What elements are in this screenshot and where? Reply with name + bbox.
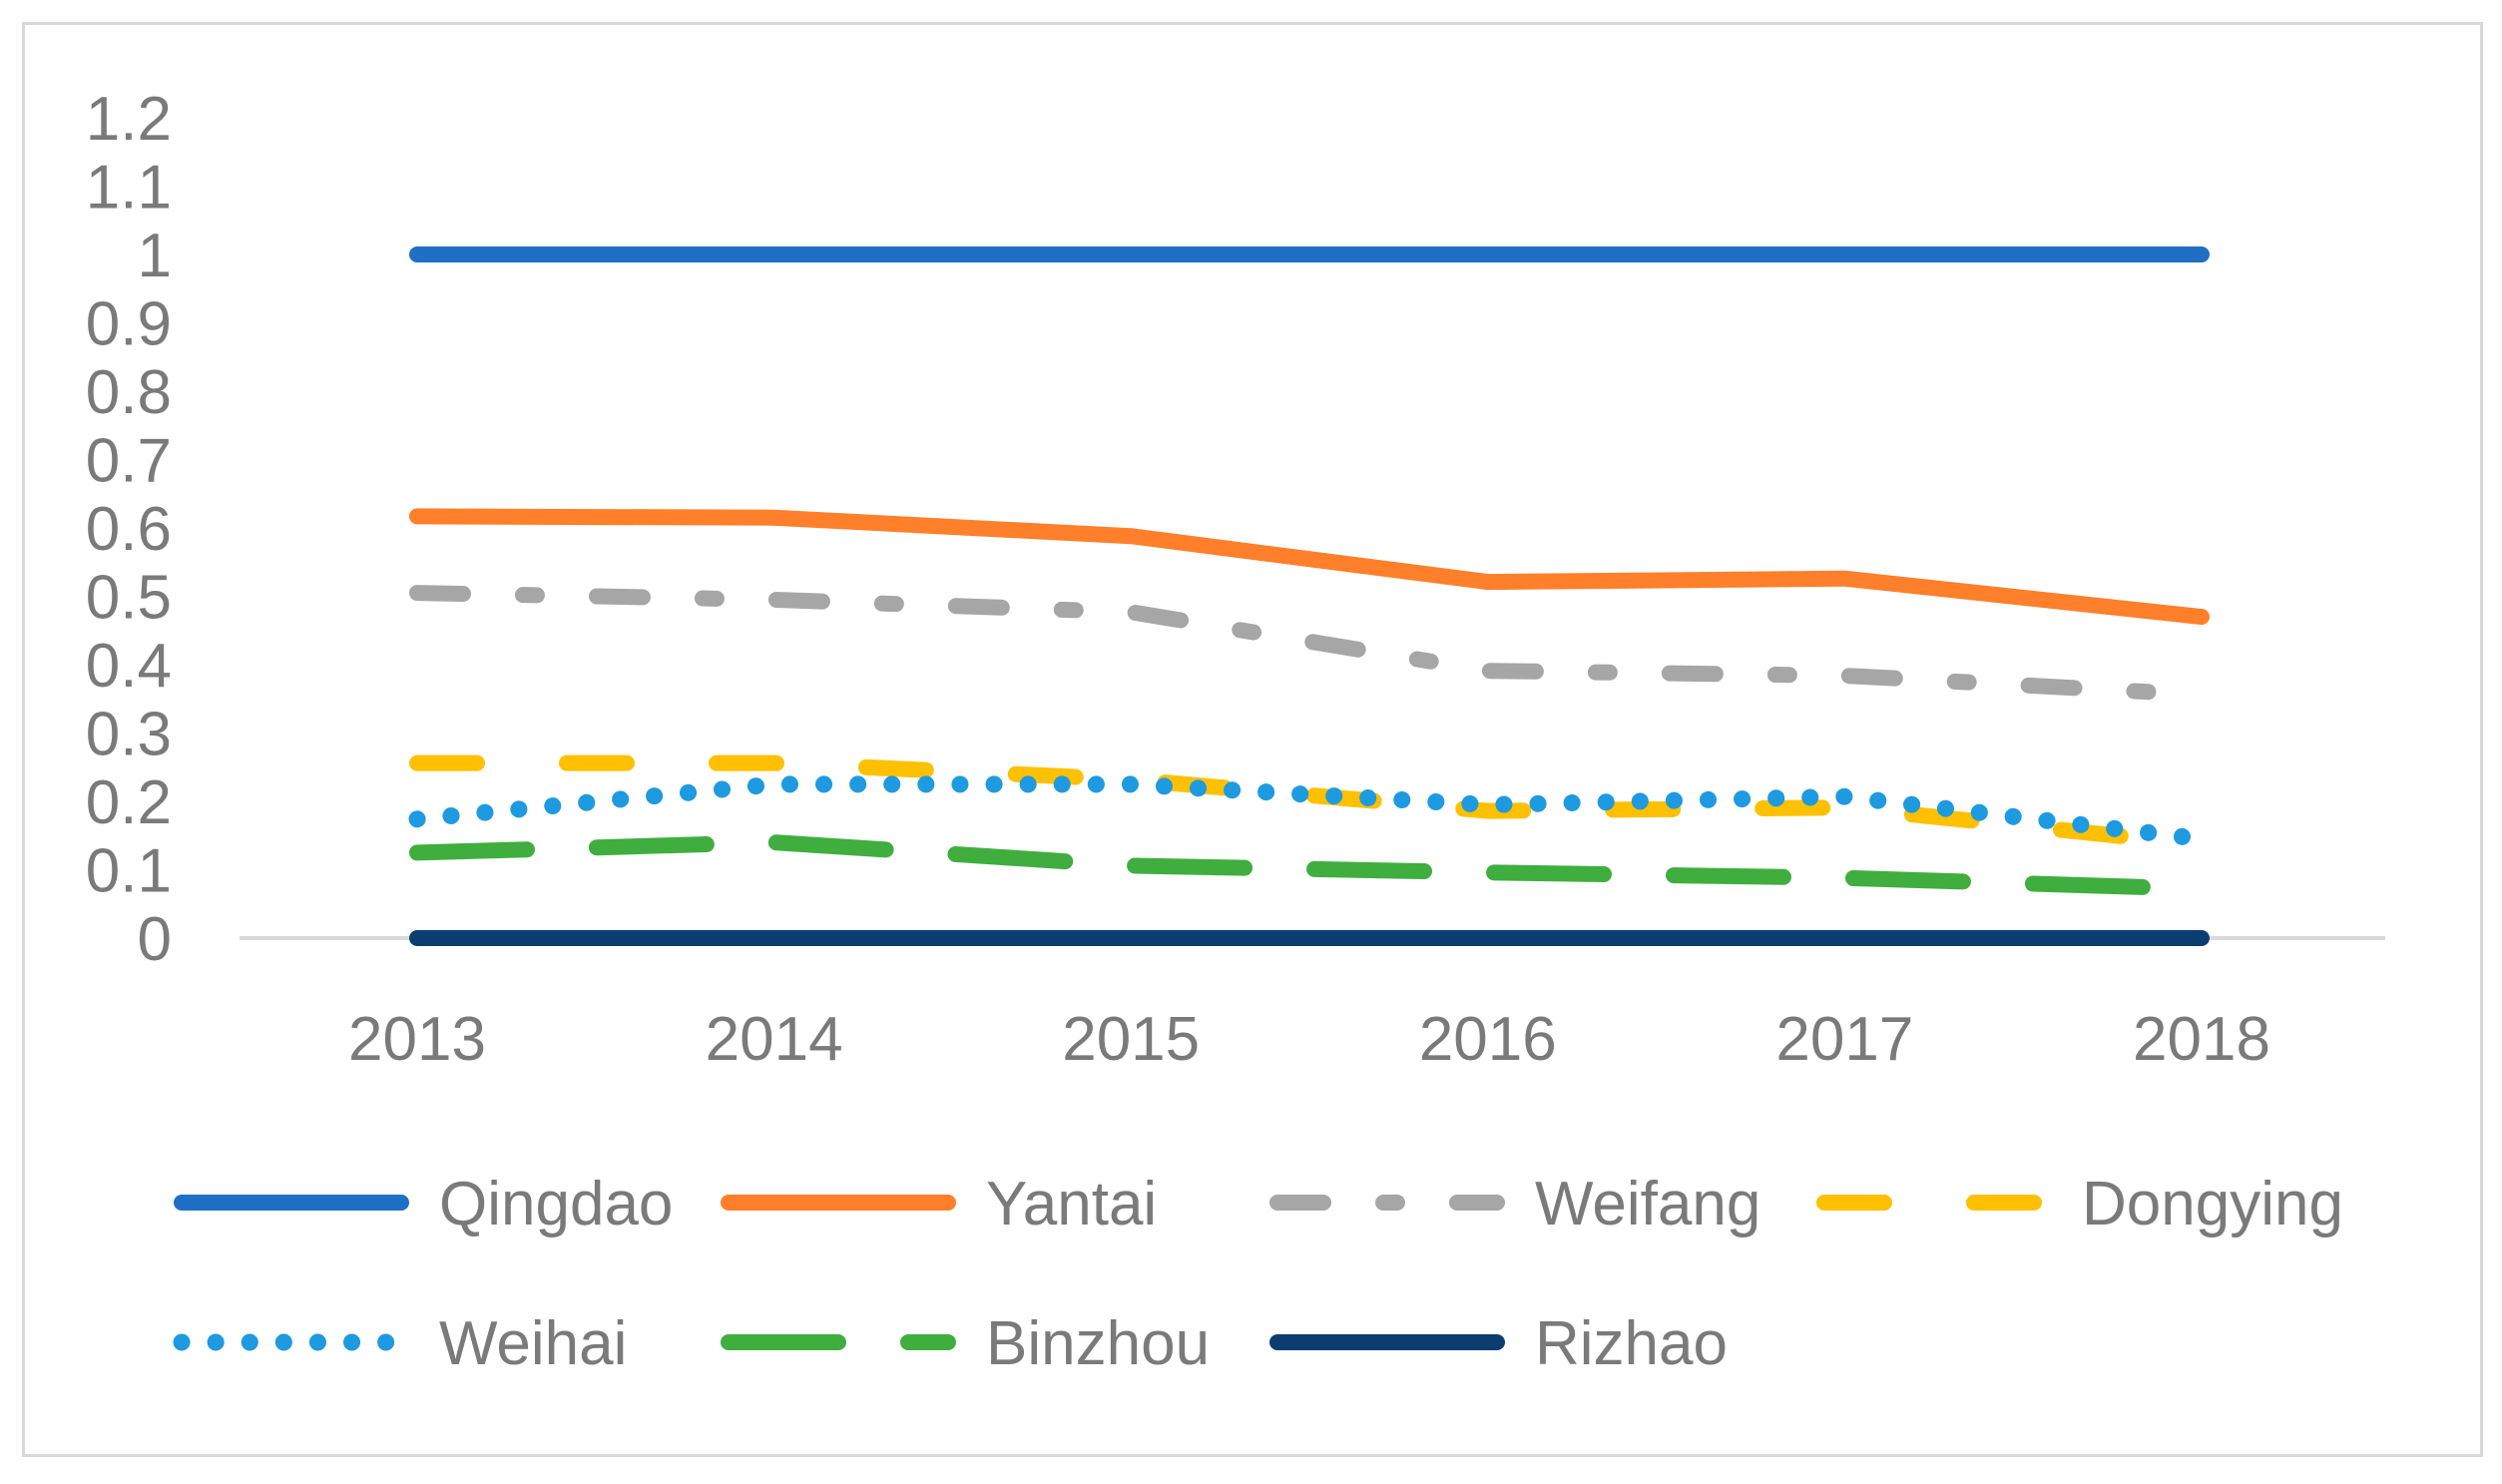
y-tick-label: 0.1 [86, 837, 172, 906]
legend-label: Dongying [2082, 1170, 2343, 1238]
legend-item-binzhou: Binzhou [721, 1309, 1210, 1378]
series-line-weihai [408, 775, 2211, 848]
y-tick-label: 0.9 [86, 290, 172, 359]
legend-item-rizhao: Rizhao [1269, 1309, 1728, 1378]
y-tick-label: 1 [138, 222, 172, 290]
y-tick-label: 0.3 [86, 701, 172, 769]
y-tick-label: 0 [138, 905, 172, 974]
y-tick-label: 1.2 [86, 85, 172, 154]
legend-item-qingdao: Qingdao [174, 1170, 673, 1238]
y-tick-label: 0.5 [86, 564, 172, 633]
legend-label: Rizhao [1535, 1309, 1728, 1378]
series-lines [408, 247, 2211, 946]
y-tick-label: 0.6 [86, 495, 172, 564]
legend-label: Yantai [986, 1170, 1157, 1238]
y-tick-label: 0.8 [86, 358, 172, 427]
x-tick-label: 2013 [348, 1005, 486, 1074]
x-tick-label: 2014 [706, 1005, 843, 1074]
x-tick-label: 2017 [1775, 1005, 1913, 1074]
legend-label: Binzhou [986, 1309, 1210, 1378]
y-tick-label: 0.2 [86, 768, 172, 837]
legend-label: Weihai [439, 1309, 627, 1378]
y-tick-label: 0.4 [86, 632, 172, 701]
series-line-binzhou [409, 834, 2210, 897]
x-tick-label: 2016 [1419, 1005, 1557, 1074]
legend-item-weifang: Weifang [1269, 1170, 1760, 1238]
y-axis-tick-labels: 00.10.20.30.40.50.60.70.80.911.11.2 [86, 85, 172, 974]
legend-item-weihai: Weihai [173, 1309, 627, 1378]
series-line-dongying [409, 754, 2210, 853]
y-tick-label: 0.7 [86, 427, 172, 496]
series-line-weifang [409, 585, 2210, 704]
y-tick-label: 1.1 [86, 154, 172, 223]
legend-item-yantai: Yantai [721, 1170, 1157, 1238]
x-axis-tick-labels: 2013 2014 2015 2016 2017 2018 [348, 1005, 2270, 1074]
series-line-yantai [409, 508, 2210, 626]
legend-item-dongying: Dongying [1816, 1170, 2343, 1238]
legend: Qingdao Yantai Weifang Dongying Weihai Binzho… [173, 1170, 2343, 1378]
x-tick-label: 2018 [2133, 1005, 2270, 1074]
legend-label: Qingdao [439, 1170, 673, 1238]
legend-label: Weifang [1535, 1170, 1760, 1238]
x-tick-label: 2015 [1062, 1005, 1200, 1074]
